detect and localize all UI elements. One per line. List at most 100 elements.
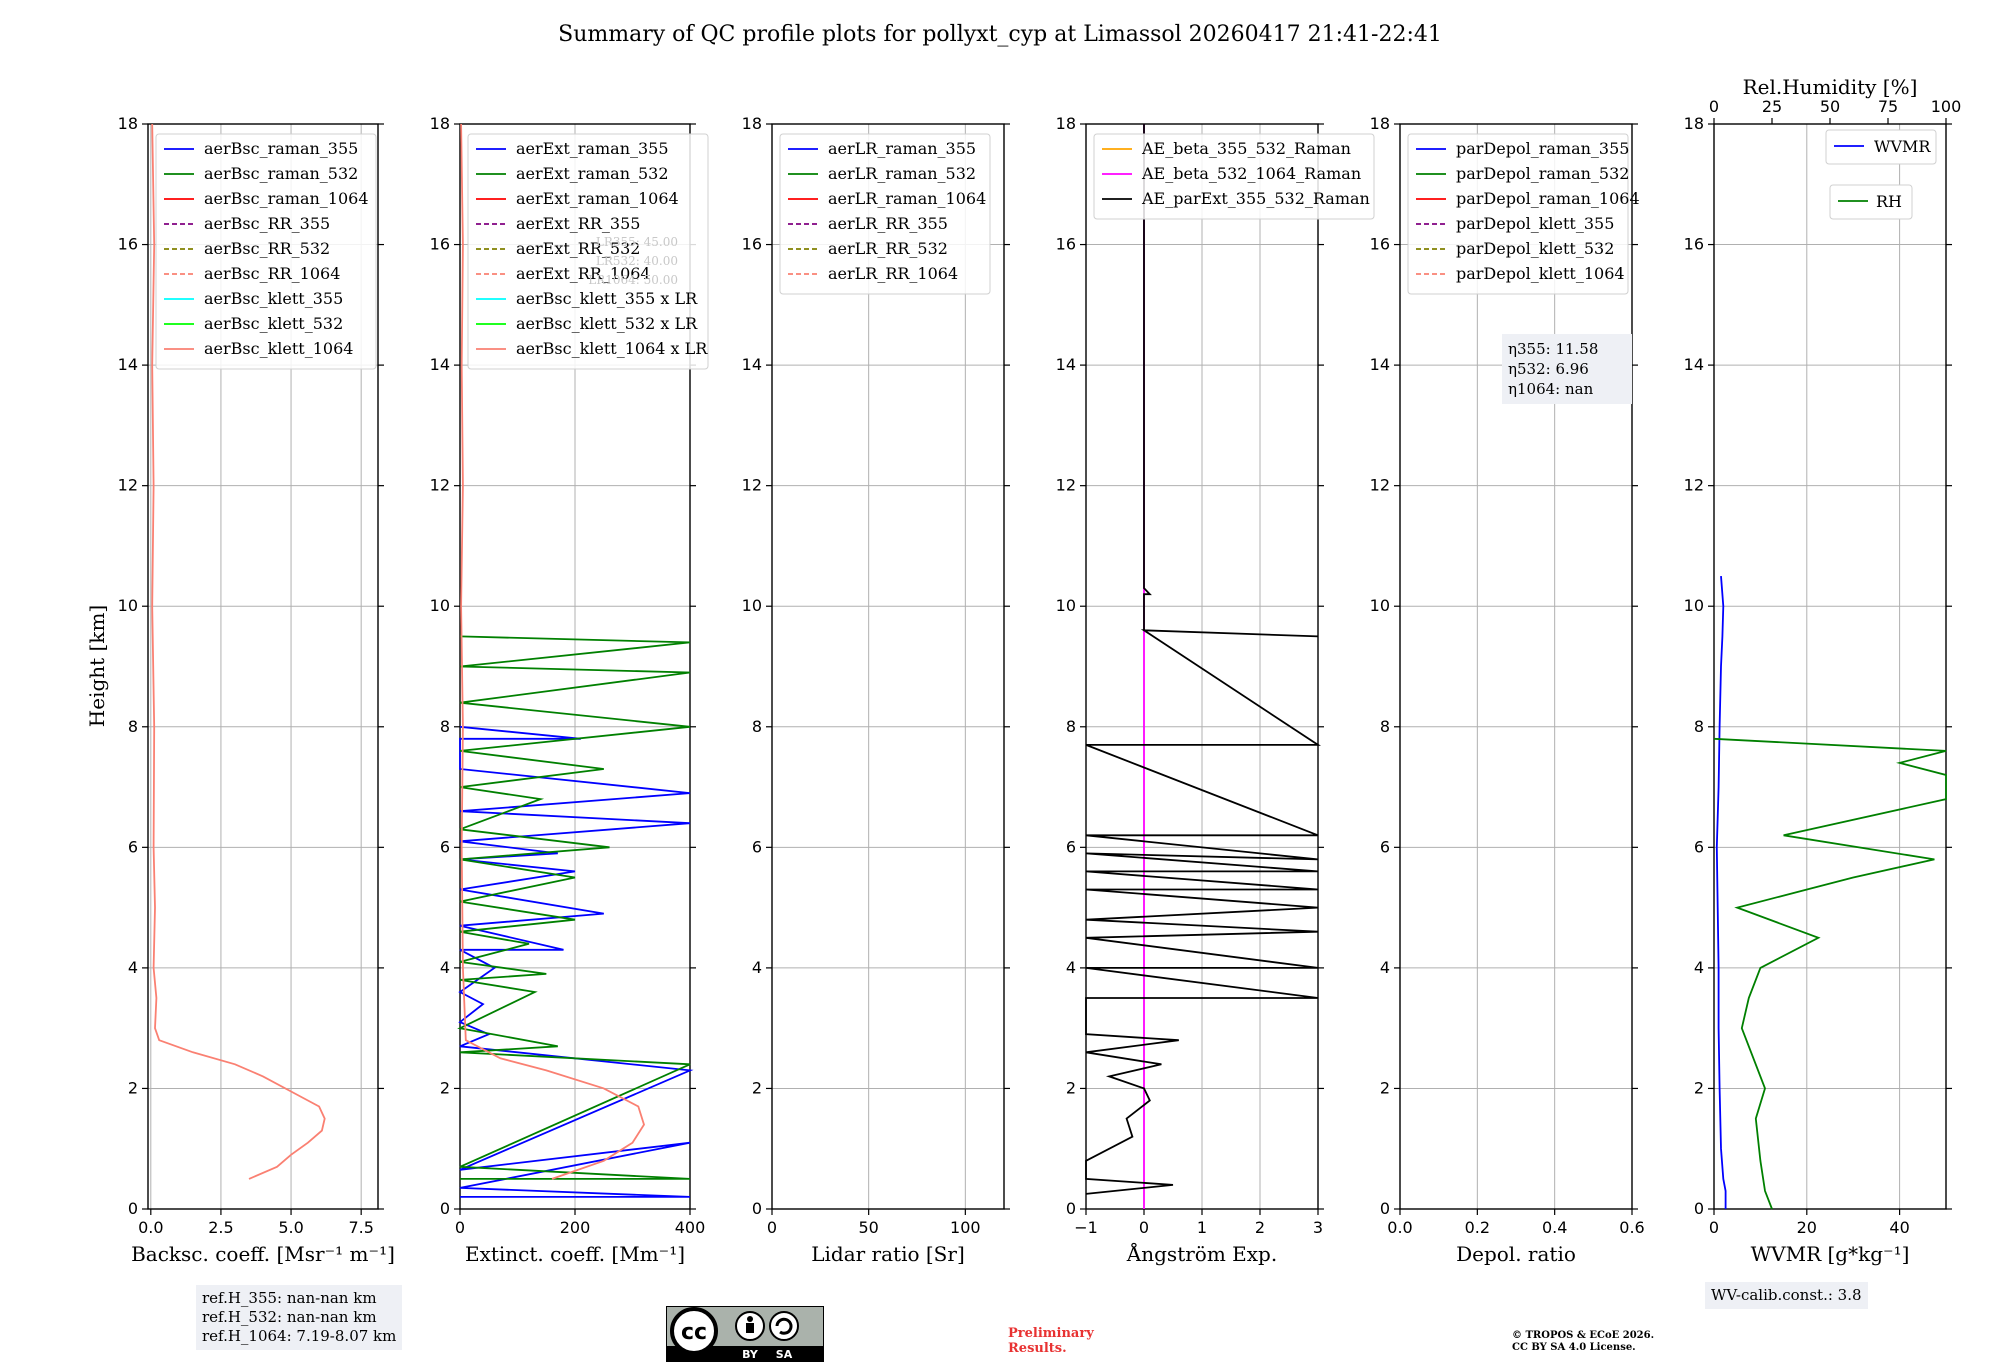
panel-lidar_ratio-legend-label: aerLR_raman_532	[828, 164, 976, 183]
panel-backscatter-ytick-label: 8	[128, 717, 138, 736]
panel-extinction-xlabel: Extinct. coeff. [Mm⁻¹]	[465, 1242, 685, 1266]
panel-angstrom-legend-label: AE_beta_355_532_Raman	[1141, 139, 1351, 158]
panel-lidar_ratio-xlabel: Lidar ratio [Sr]	[811, 1242, 965, 1266]
panel-depolarization-xlabel: Depol. ratio	[1456, 1242, 1576, 1266]
panel-depolarization-ytick-label: 14	[1370, 355, 1390, 374]
panel-depolarization-xtick-label: 0.6	[1619, 1218, 1644, 1237]
panel-lidar_ratio-ytick-label: 16	[742, 235, 762, 254]
panel-lidar_ratio-ytick-label: 4	[752, 958, 762, 977]
panel-angstrom-ytick-label: 14	[1056, 355, 1076, 374]
panel-extinction-ytick-label: 10	[430, 596, 450, 615]
panel-water_vapor-ytick-label: 14	[1684, 355, 1704, 374]
panel-extinction-xtick-label: 200	[560, 1218, 591, 1237]
panel-extinction-series-aerExt_raman_355	[458, 725, 694, 1198]
panel-angstrom-ytick-label: 10	[1056, 596, 1076, 615]
panel-lidar_ratio-xtick-label: 0	[767, 1218, 777, 1237]
panel-extinction-ytick-label: 2	[440, 1078, 450, 1097]
panel-depolarization-ytick-label: 18	[1370, 114, 1390, 133]
panel-lidar_ratio-ytick-label: 2	[752, 1078, 762, 1097]
panel-backscatter-legend-label: aerBsc_raman_1064	[204, 189, 369, 208]
panel-depolarization-ytick-label: 2	[1380, 1078, 1390, 1097]
panel-backscatter-legend-label: aerBsc_RR_532	[204, 239, 330, 258]
panel-water_vapor-ytick-label: 12	[1684, 476, 1704, 495]
panel-extinction-legend-label: aerExt_RR_355	[516, 214, 640, 233]
panel-depolarization-legend-label: parDepol_raman_355	[1456, 139, 1629, 158]
panel-backscatter-ytick-label: 14	[118, 355, 138, 374]
cc-by-label: BY	[742, 1348, 759, 1361]
panel-backscatter-legend-label: aerBsc_RR_355	[204, 214, 330, 233]
panel-angstrom-legend-label: AE_parExt_355_532_Raman	[1141, 189, 1370, 208]
panel-extinction-legend	[467, 133, 709, 370]
panel-angstrom-ytick-label: 16	[1056, 235, 1076, 254]
panel-depolarization-ytick-label: 6	[1380, 837, 1390, 856]
panel-extinction-legend-label: aerBsc_klett_1064 x LR	[516, 339, 708, 358]
panel-angstrom-xtick-label: 1	[1197, 1218, 1207, 1237]
panel-water_vapor-series-RH	[1713, 737, 1947, 1210]
panel-depolarization-ytick-label: 16	[1370, 235, 1390, 254]
panel-backscatter-ytick-label: 4	[128, 958, 138, 977]
panel-backscatter-ytick-label: 2	[128, 1078, 138, 1097]
panel-depolarization-eta-label: η1064: nan	[1508, 380, 1594, 398]
panel-depolarization-xtick-label: 0.4	[1542, 1218, 1567, 1237]
panel-water_vapor-xlabel: WVMR [g*kg⁻¹]	[1751, 1242, 1910, 1266]
panel-backscatter-xlabel: Backsc. coeff. [Msr⁻¹ m⁻¹]	[131, 1242, 395, 1266]
panel-angstrom-ytick-label: 18	[1056, 114, 1076, 133]
panel-lidar_ratio-ytick-label: 10	[742, 596, 762, 615]
panel-water_vapor-top-tick-label: 75	[1878, 97, 1898, 116]
panel-depolarization-frame	[1399, 123, 1633, 1210]
panel-lidar_ratio-xtick-label: 100	[950, 1218, 981, 1237]
y-axis-label: Height [km]	[85, 605, 109, 727]
panel-lidar_ratio-xtick-label: 50	[858, 1218, 878, 1237]
panel-angstrom-series-AE_parExt_355_532_Raman	[1085, 124, 1322, 1195]
panel-lidar_ratio-ytick-label: 12	[742, 476, 762, 495]
panel-extinction-legend-label: aerBsc_klett_355 x LR	[516, 289, 698, 308]
panel-water_vapor-ytick-label: 16	[1684, 235, 1704, 254]
panel-lidar_ratio-legend-label: aerLR_RR_355	[828, 214, 948, 233]
panel-backscatter-legend	[155, 133, 377, 370]
ref-height-355: ref.H_355: nan-nan km	[202, 1289, 377, 1307]
cc-license-badge: cc BY SA	[666, 1306, 824, 1362]
panel-depolarization-legend-label: parDepol_klett_355	[1456, 214, 1614, 233]
panel-backscatter-ytick-label: 0	[128, 1199, 138, 1218]
panel-water_vapor-ytick-label: 18	[1684, 114, 1704, 133]
panel-extinction-ytick-label: 6	[440, 837, 450, 856]
sa-icon	[769, 1311, 799, 1341]
panel-extinction-ytick-label: 18	[430, 114, 450, 133]
panel-water_vapor-ytick-label: 2	[1694, 1078, 1704, 1097]
panel-extinction-legend-label: aerExt_raman_1064	[516, 189, 679, 208]
panel-water_vapor-top-tick-label: 25	[1762, 97, 1782, 116]
panel-extinction-legend-label: aerExt_raman_532	[516, 164, 669, 183]
panel-depolarization-legend	[1407, 133, 1629, 295]
panel-angstrom-xtick-label: 0	[1139, 1218, 1149, 1237]
panel-water_vapor-xtick-label: 20	[1797, 1218, 1817, 1237]
panel-lidar_ratio-ytick-label: 6	[752, 837, 762, 856]
panel-water_vapor-legend-wvmr	[1825, 129, 1937, 165]
panel-lidar_ratio-legend-label: aerLR_RR_532	[828, 239, 948, 258]
panel-lidar_ratio-legend-label: aerLR_raman_1064	[828, 189, 986, 208]
panel-angstrom-ytick-label: 6	[1066, 837, 1076, 856]
panel-backscatter-legend-label: aerBsc_RR_1064	[204, 264, 340, 283]
figure-title: Summary of QC profile plots for pollyxt_…	[558, 22, 1442, 47]
panel-depolarization-eta-label: η355: 11.58	[1508, 340, 1598, 358]
panel-water_vapor-top-tick-label: 0	[1709, 97, 1719, 116]
panel-angstrom-ytick-label: 12	[1056, 476, 1076, 495]
panel-extinction-legend-label: aerBsc_klett_532 x LR	[516, 314, 698, 333]
panel-backscatter-ytick-label: 10	[118, 596, 138, 615]
panel-water_vapor-ytick-label: 6	[1694, 837, 1704, 856]
panel-water_vapor-ytick-label: 4	[1694, 958, 1704, 977]
panel-backscatter-series-aerBsc_klett_1064	[151, 123, 326, 1180]
panel-lidar_ratio-ytick-label: 8	[752, 717, 762, 736]
panel-angstrom-ytick-label: 0	[1066, 1199, 1076, 1218]
panel-extinction-legend-label: aerExt_raman_355	[516, 139, 669, 158]
panel-water_vapor-ytick-label: 8	[1694, 717, 1704, 736]
panel-lidar_ratio-ytick-label: 14	[742, 355, 762, 374]
panel-extinction-lr-label: LR1064: 50.00	[588, 273, 678, 287]
panel-depolarization-ytick-label: 8	[1380, 717, 1390, 736]
panel-water_vapor-ytick-label: 0	[1694, 1199, 1704, 1218]
panel-extinction-lr-label: LR355: 45.00	[596, 235, 678, 249]
panel-lidar_ratio-legend-label: aerLR_raman_355	[828, 139, 976, 158]
panel-angstrom-legend-label: AE_beta_532_1064_Raman	[1141, 164, 1361, 183]
panel-lidar_ratio-ytick-label: 18	[742, 114, 762, 133]
panel-depolarization-legend-label: parDepol_raman_1064	[1456, 189, 1640, 208]
ref-height-1064: ref.H_1064: 7.19-8.07 km	[202, 1327, 397, 1345]
